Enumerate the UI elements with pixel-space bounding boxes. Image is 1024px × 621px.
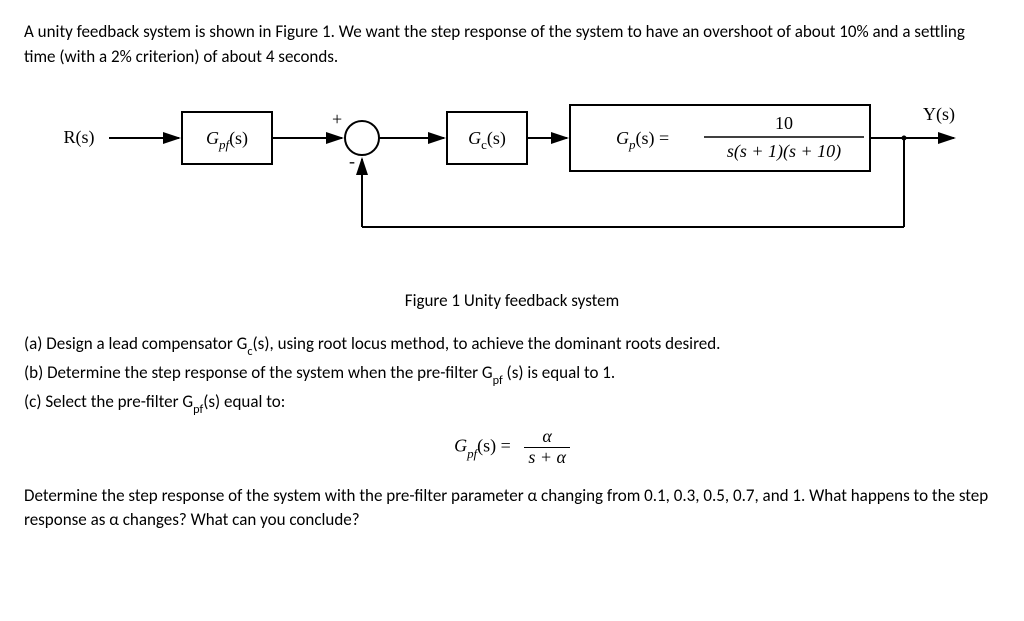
figure-caption: Figure 1 Unity feedback system bbox=[24, 289, 1000, 314]
final-question: Determine the step response of the syste… bbox=[24, 484, 1000, 533]
summer-minus: - bbox=[349, 151, 355, 171]
part-c: (c) Select the pre-filter Gpf(s) equal t… bbox=[24, 390, 1000, 417]
problem-parts: (a) Design a lead compensator Gc(s), usi… bbox=[24, 332, 1000, 417]
output-label: Y(s) bbox=[923, 104, 955, 125]
prefilter-label: Gpf(s) bbox=[206, 128, 248, 152]
compensator-label: Gc(s) bbox=[468, 128, 506, 152]
plant-denominator: s(s + 1)(s + 10) bbox=[727, 141, 841, 162]
part-a: (a) Design a lead compensator Gc(s), usi… bbox=[24, 332, 1000, 359]
eq-denominator: s + α bbox=[524, 448, 570, 468]
block-diagram: R(s) Gpf(s) + Gc(s) Gp(s) = 10 s(s + 1)( bbox=[44, 97, 1000, 275]
plant-block bbox=[570, 105, 870, 171]
summing-junction bbox=[345, 121, 379, 155]
intro-text: A unity feedback system is shown in Figu… bbox=[24, 20, 1000, 69]
eq-numerator: α bbox=[524, 427, 570, 448]
input-label: R(s) bbox=[64, 127, 95, 148]
plant-numerator: 10 bbox=[775, 113, 793, 133]
plant-lhs: Gp(s) = bbox=[616, 128, 669, 152]
summer-plus: + bbox=[332, 109, 342, 129]
part-b: (b) Determine the step response of the s… bbox=[24, 361, 1000, 388]
prefilter-equation: Gpf(s) = α s + α bbox=[24, 427, 1000, 468]
